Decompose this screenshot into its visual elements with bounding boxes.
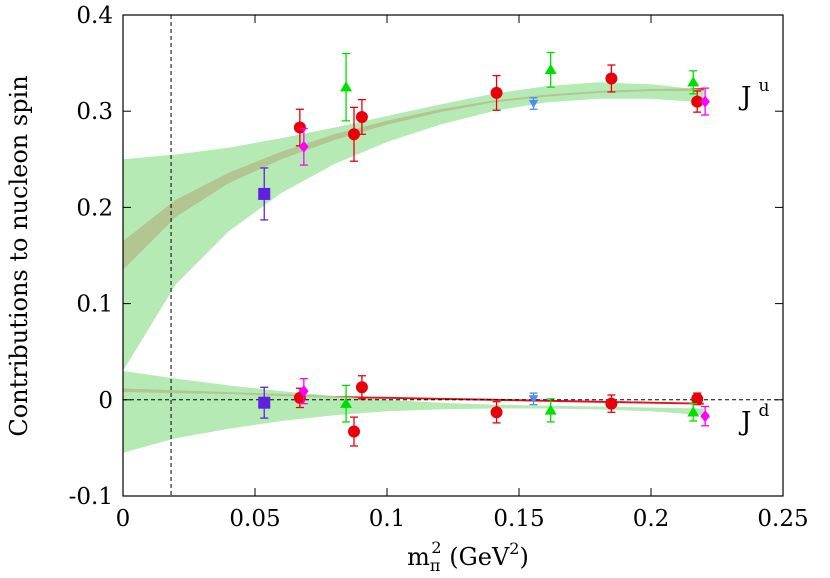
band-Jd-red	[123, 388, 704, 405]
data-point-circle	[691, 392, 704, 406]
x-tick-label: 0.2	[633, 506, 670, 532]
jd-label-sup: d	[758, 401, 769, 421]
marker-circle	[355, 381, 368, 394]
ju-label-sup: u	[758, 76, 769, 96]
band-Ju-green	[123, 82, 704, 371]
marker-circle	[348, 128, 360, 141]
data-point-circle	[490, 401, 503, 424]
marker-circle	[605, 72, 618, 85]
marker-diamond	[299, 385, 309, 398]
data-point-circle	[605, 64, 618, 93]
x-axis-label-close: )	[519, 543, 528, 571]
data-point-circle	[605, 394, 618, 413]
marker-circle	[293, 121, 306, 134]
data-point-triangle-down	[528, 97, 539, 110]
y-tick-label: 0.2	[76, 195, 113, 221]
marker-diamond	[299, 140, 309, 153]
marker-diamond	[700, 410, 710, 423]
x-tick-label: 0.1	[369, 506, 406, 532]
marker-circle	[348, 425, 360, 438]
band-Jd-green	[123, 370, 704, 453]
x-tick-label: 0.15	[493, 506, 544, 532]
x-axis-label-unit: (GeV	[442, 543, 510, 571]
data-point-circle	[490, 74, 503, 111]
jd-label-main: J	[738, 407, 751, 437]
data-point-triangle-down	[528, 392, 539, 406]
marker-circle	[355, 110, 368, 123]
data-point-circle	[355, 375, 368, 400]
data-point-triangle-up	[340, 52, 353, 122]
marker-circle	[691, 95, 704, 108]
x-axis-label-unit-sup: 2	[509, 539, 519, 558]
y-axis-label: Contributions to nucleon spin	[5, 75, 33, 436]
fit-bands	[123, 82, 704, 453]
data-point-triangle-up	[340, 384, 353, 423]
y-tick-label: -0.1	[69, 484, 113, 510]
data-point-square	[258, 167, 271, 221]
marker-circle	[490, 86, 503, 99]
marker-triangle-up	[340, 81, 353, 92]
data-point-circle	[348, 416, 360, 447]
marker-triangle-up	[687, 406, 700, 417]
y-tick-label: 0	[98, 388, 113, 414]
data-point-square	[258, 386, 271, 419]
marker-triangle-down	[528, 395, 539, 404]
x-tick-label: 0.25	[757, 506, 808, 532]
plot-frame	[122, 14, 784, 497]
guide-lines	[123, 15, 783, 496]
marker-circle	[691, 392, 704, 405]
axis-ticks: 0 0.05 0.1 0.15 0.2 0.25-0.100.10.20.30.4	[69, 3, 809, 532]
y-tick-label: 0.3	[76, 99, 113, 125]
marker-triangle-up	[340, 397, 353, 408]
data-point-diamond	[700, 405, 710, 427]
y-tick-label: 0.4	[76, 3, 113, 29]
marker-triangle-up	[544, 404, 557, 415]
x-tick-label: 0.05	[229, 506, 280, 532]
ju-label-main: J	[738, 82, 751, 112]
x-axis-label: mπ2 (GeV2)	[407, 538, 529, 575]
marker-triangle-up	[544, 63, 557, 75]
data-point-triangle-up	[544, 51, 557, 88]
data-point-circle	[348, 106, 360, 162]
marker-diamond	[700, 95, 710, 108]
y-tick-label: 0.1	[76, 292, 113, 318]
data-point-diamond	[299, 127, 309, 166]
marker-circle	[605, 397, 618, 410]
data-point-circle	[355, 99, 368, 135]
data-point-triangle-up	[687, 70, 700, 95]
marker-circle	[490, 406, 503, 419]
data-point-diamond	[700, 87, 710, 116]
x-axis-label-sup: 2	[431, 538, 441, 557]
data-points	[258, 51, 710, 447]
x-axis-label-sub: π	[430, 556, 441, 575]
x-axis-label-main: m	[407, 543, 430, 571]
x-tick-label: 0	[116, 506, 131, 532]
marker-square	[258, 187, 271, 200]
marker-triangle-down	[528, 99, 539, 109]
marker-square	[258, 396, 271, 409]
data-point-triangle-up	[544, 398, 557, 423]
data-point-triangle-up	[687, 402, 700, 422]
data-point-diamond	[299, 377, 309, 405]
marker-triangle-up	[687, 76, 700, 87]
